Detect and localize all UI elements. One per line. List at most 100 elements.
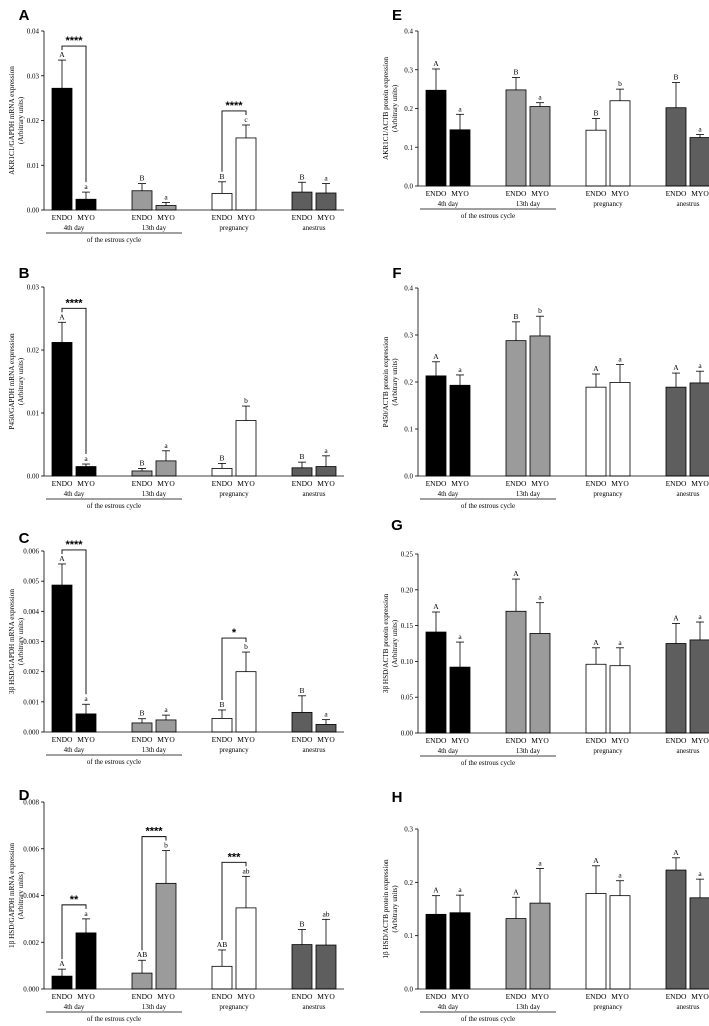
panel-c: C 0.000 0.001 0.002 0.003 0.004 0.005 0.006 3β H… — [8, 530, 344, 766]
significance-letter: B — [299, 919, 304, 928]
bar-group-3: A ENDO — [506, 887, 527, 1001]
bar-group-7: A ENDO — [666, 848, 687, 1001]
significance-letter: A — [59, 554, 65, 563]
bar-label: ENDO — [52, 992, 73, 1001]
bar-group-2: a MYO — [449, 104, 471, 198]
bar — [291, 467, 313, 477]
group-label: pregnancy — [219, 1003, 249, 1011]
y-ticks: 0.00 0.01 0.02 0.03 — [27, 284, 44, 481]
bar-group-6: ab MYO — [235, 866, 257, 1001]
group-label: anestrus — [303, 490, 326, 498]
significance-letter: a — [458, 365, 462, 374]
y-axis-label: 3β HSD/ACTB protein expression (Arbitrary… — [382, 593, 399, 693]
bar-label: MYO — [611, 736, 629, 745]
bar-label: MYO — [691, 189, 709, 198]
y-tick-label: 0.000 — [23, 729, 39, 737]
bar — [235, 907, 257, 990]
significance-letter: A — [593, 364, 599, 373]
bar-group-5: B ENDO — [212, 453, 233, 488]
significance-letter: AB — [217, 940, 227, 949]
significance-bracket: **** — [61, 539, 87, 695]
y-tick-label: 0.02 — [27, 117, 40, 125]
bar-label: ENDO — [212, 213, 233, 222]
y-ticks: 0.0 0.1 0.2 0.3 0.4 — [404, 28, 418, 191]
panel-letter: F — [392, 265, 401, 282]
y-axis-units: (Arbitrary units) — [391, 84, 399, 132]
significance-letter: A — [59, 50, 65, 59]
bar-group-1: A ENDO — [426, 886, 447, 1001]
bar-group-6: a MYO — [609, 638, 631, 745]
bar — [449, 666, 471, 734]
panel-d: D 0.000 0.002 0.004 0.006 0.008 1β HSD/GAPDH m… — [8, 787, 344, 1023]
bracket-stars: **** — [65, 35, 83, 47]
significance-letter: a — [164, 705, 168, 714]
bar-group-1: A ENDO — [426, 59, 447, 198]
bar-group-4: b MYO — [155, 841, 177, 1001]
bar — [75, 932, 97, 990]
significance-letter: B — [299, 452, 304, 461]
group-label: 13th day — [142, 746, 167, 754]
bar-label: MYO — [317, 479, 335, 488]
bar-group-7: B ENDO — [292, 172, 313, 222]
bar-label: ENDO — [506, 736, 527, 745]
bar — [529, 902, 551, 990]
bar-group-4: a MYO — [529, 858, 551, 1001]
bar — [211, 965, 233, 990]
bar-label: MYO — [77, 735, 95, 744]
bar — [609, 382, 631, 477]
y-axis-title: P450/GAPDH mRNA expression — [8, 333, 16, 430]
bar-label: ENDO — [132, 992, 153, 1001]
y-tick-label: 0.004 — [23, 608, 39, 616]
y-tick-label: 0.008 — [23, 799, 39, 807]
bar — [211, 468, 233, 477]
bar — [155, 205, 177, 211]
y-axis-units: (Arbitrary units) — [391, 358, 399, 406]
significance-letter: B — [673, 73, 678, 82]
cycle-label: of the estrous cycle — [461, 759, 515, 767]
group-labels: 4th day 13th day pregnancy anestrus of the e… — [420, 747, 700, 767]
bar — [689, 897, 709, 990]
bar — [665, 386, 687, 477]
bar-group-6: c MYO — [235, 115, 257, 222]
bar-label: MYO — [451, 736, 469, 745]
y-tick-label: 0.15 — [401, 622, 414, 630]
bar-label: ENDO — [292, 735, 313, 744]
bar — [51, 584, 73, 733]
significance-letter: a — [618, 871, 622, 880]
significance-letter: B — [299, 172, 304, 181]
panel-letter: E — [392, 7, 402, 24]
bar-group-3: B ENDO — [132, 458, 153, 488]
y-tick-label: 0.005 — [23, 578, 39, 586]
bar — [211, 718, 233, 733]
group-label: 4th day — [438, 490, 459, 498]
cycle-label: of the estrous cycle — [87, 1015, 141, 1023]
bar-label: MYO — [237, 479, 255, 488]
significance-letter: a — [324, 710, 328, 719]
y-tick-label: 0.0 — [404, 473, 413, 481]
bar-label: MYO — [531, 479, 549, 488]
bar-label: ENDO — [586, 736, 607, 745]
cycle-label: of the estrous cycle — [87, 236, 141, 244]
bar-group-6: b MYO — [235, 396, 257, 488]
bar-label: ENDO — [666, 736, 687, 745]
y-tick-label: 0.01 — [27, 162, 40, 170]
group-label: pregnancy — [219, 224, 249, 232]
bar-label: ENDO — [426, 736, 447, 745]
significance-letter: B — [139, 709, 144, 718]
group-label: anestrus — [677, 1003, 700, 1011]
y-tick-label: 0.4 — [404, 285, 413, 293]
y-ticks: 0.00 0.05 0.10 0.15 0.20 0.25 — [401, 551, 418, 738]
bar — [315, 724, 337, 733]
bar-group-4: a MYO — [155, 192, 177, 222]
bar-group-7: B ENDO — [666, 73, 687, 198]
y-tick-label: 0.2 — [404, 379, 413, 387]
bar — [665, 869, 687, 990]
bar-label: MYO — [237, 213, 255, 222]
significance-letter: A — [433, 59, 439, 68]
significance-bracket: ** — [61, 894, 87, 960]
bar-label: ENDO — [426, 189, 447, 198]
y-axis-units: (Arbitrary units) — [17, 617, 25, 665]
bar-group-1: A ENDO — [426, 352, 447, 488]
group-label: 13th day — [142, 490, 167, 498]
bar-label: MYO — [691, 479, 709, 488]
